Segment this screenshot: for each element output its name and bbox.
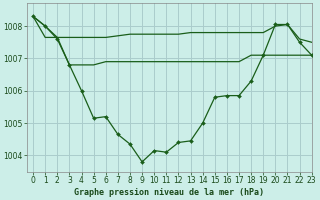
X-axis label: Graphe pression niveau de la mer (hPa): Graphe pression niveau de la mer (hPa) — [74, 188, 264, 197]
